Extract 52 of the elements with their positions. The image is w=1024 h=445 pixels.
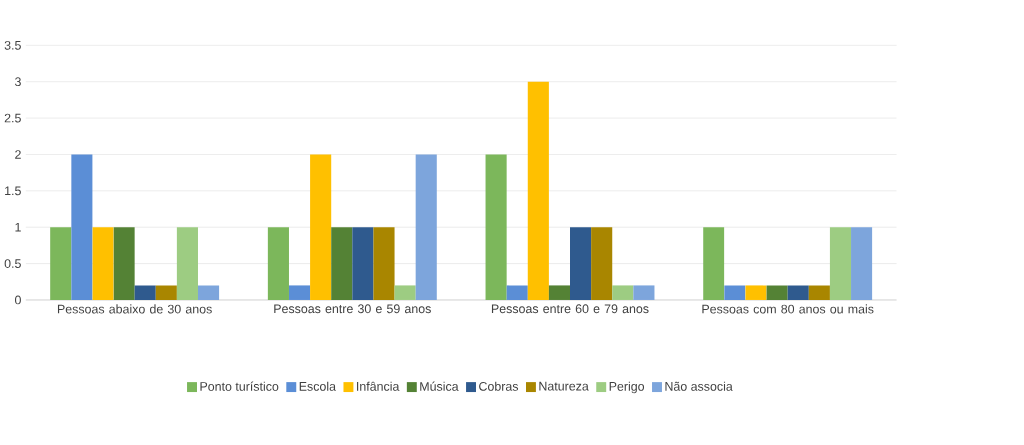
y-tick-label: 3.5 xyxy=(4,40,21,50)
bar xyxy=(267,227,289,300)
y-tick-label: 0.5 xyxy=(4,259,21,268)
bar xyxy=(633,285,655,300)
legend-label: Ponto turístico xyxy=(200,381,279,391)
x-tick-label: Pessoas entre 30 e 59 anos xyxy=(274,304,431,314)
bar xyxy=(71,154,93,300)
y-tick-label: 1.5 xyxy=(5,186,21,196)
legend-label: Cobras xyxy=(479,381,519,391)
bar xyxy=(506,285,528,300)
legend-label: Natureza xyxy=(539,381,589,391)
bar xyxy=(92,227,114,300)
y-tick-label: 0 xyxy=(14,295,21,305)
bar xyxy=(113,227,135,300)
legend-label: Música xyxy=(420,381,459,391)
bar xyxy=(591,227,613,300)
bar xyxy=(197,285,220,300)
bar xyxy=(527,81,549,300)
bar xyxy=(352,227,374,300)
bar xyxy=(548,285,571,300)
bar xyxy=(724,285,746,300)
bar xyxy=(176,227,198,300)
bar xyxy=(310,154,332,300)
y-tick-label: 3 xyxy=(14,77,21,86)
bar xyxy=(134,285,156,300)
x-tick-label: Pessoas com 80 anos ou mais xyxy=(702,304,874,314)
bar xyxy=(155,285,177,300)
bar xyxy=(288,285,311,300)
bar xyxy=(570,227,592,300)
bar xyxy=(394,285,416,300)
bar xyxy=(787,285,809,300)
bar xyxy=(415,154,437,300)
y-tick-label: 2.5 xyxy=(4,113,21,123)
legend-label: Perigo xyxy=(609,381,645,394)
x-tick-label: Pessoas abaixo de 30 anos xyxy=(57,304,212,314)
bar xyxy=(50,227,72,300)
legend-label: Não associa xyxy=(665,381,733,391)
x-tick-label: Pessoas entre 60 e 79 anos xyxy=(491,304,649,314)
bar xyxy=(612,285,634,300)
legend-label: Infância xyxy=(357,381,400,391)
y-tick-label: 2 xyxy=(15,149,21,159)
y-tick-label: 1 xyxy=(15,222,21,232)
bar xyxy=(331,227,353,300)
bar xyxy=(829,227,852,300)
bar xyxy=(808,285,830,300)
legend-label: Escola xyxy=(299,381,337,391)
bar xyxy=(373,227,395,300)
bar xyxy=(745,285,767,300)
bar xyxy=(766,285,788,300)
bar xyxy=(703,227,725,300)
bar xyxy=(851,227,873,300)
bar xyxy=(485,154,507,300)
